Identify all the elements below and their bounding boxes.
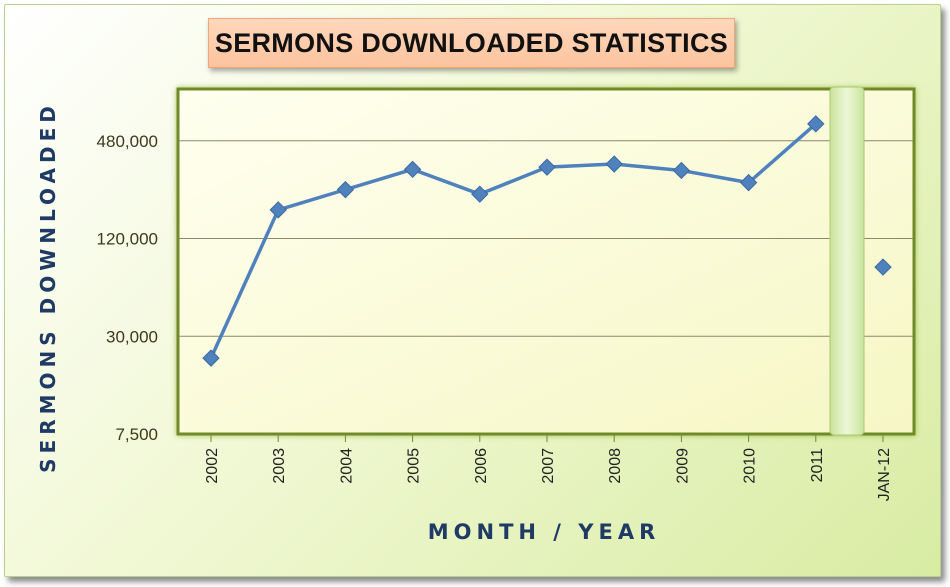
data-point-marker xyxy=(202,349,220,367)
x-tick-label: 2004 xyxy=(338,448,355,484)
data-point-marker xyxy=(538,158,556,176)
y-tick-label: 7,500 xyxy=(115,425,158,444)
y-axis-label: SERMONS DOWNLOADED xyxy=(36,101,60,473)
x-axis-ticks: 2002 2003 2004 2005 2006 2007 2008 2009 2010 2011… xyxy=(204,434,893,501)
y-tick-label: 120,000 xyxy=(97,230,158,249)
x-tick-label: 2011 xyxy=(809,448,826,483)
x-tick-label: 2006 xyxy=(473,448,490,484)
data-point-marker xyxy=(739,173,758,192)
data-point-marker xyxy=(269,201,287,219)
chart-title-box: SERMONS DOWNLOADED STATISTICS xyxy=(208,18,735,68)
x-tick-label: JAN-12 xyxy=(876,448,893,501)
data-point-marker xyxy=(672,161,691,180)
data-point-marker xyxy=(471,185,489,203)
x-tick-label: 2008 xyxy=(607,448,624,484)
data-point-marker xyxy=(403,160,422,179)
x-tick-label: 2002 xyxy=(204,448,221,484)
y-tick-label: 30,000 xyxy=(106,327,158,346)
data-point-marker xyxy=(336,180,355,199)
x-tick-label: 2005 xyxy=(406,448,423,484)
chart-title: SERMONS DOWNLOADED STATISTICS xyxy=(214,27,729,58)
series-layer xyxy=(202,115,892,367)
separator-band xyxy=(829,86,865,436)
x-axis-label: MONTH / YEAR xyxy=(427,520,661,544)
x-tick-label: 2007 xyxy=(540,448,557,484)
y-tick-label: 480,000 xyxy=(97,132,158,151)
x-tick-label: 2010 xyxy=(742,448,759,484)
series-line xyxy=(209,122,817,359)
data-point-marker xyxy=(807,115,825,133)
data-point-marker xyxy=(605,155,623,173)
gridlines xyxy=(179,140,913,337)
x-tick-label: 2009 xyxy=(674,448,691,484)
x-tick-label: 2003 xyxy=(271,448,288,484)
data-point-marker xyxy=(874,258,892,276)
y-axis-ticks: 7,500 30,000 120,000 480,000 xyxy=(97,132,158,444)
